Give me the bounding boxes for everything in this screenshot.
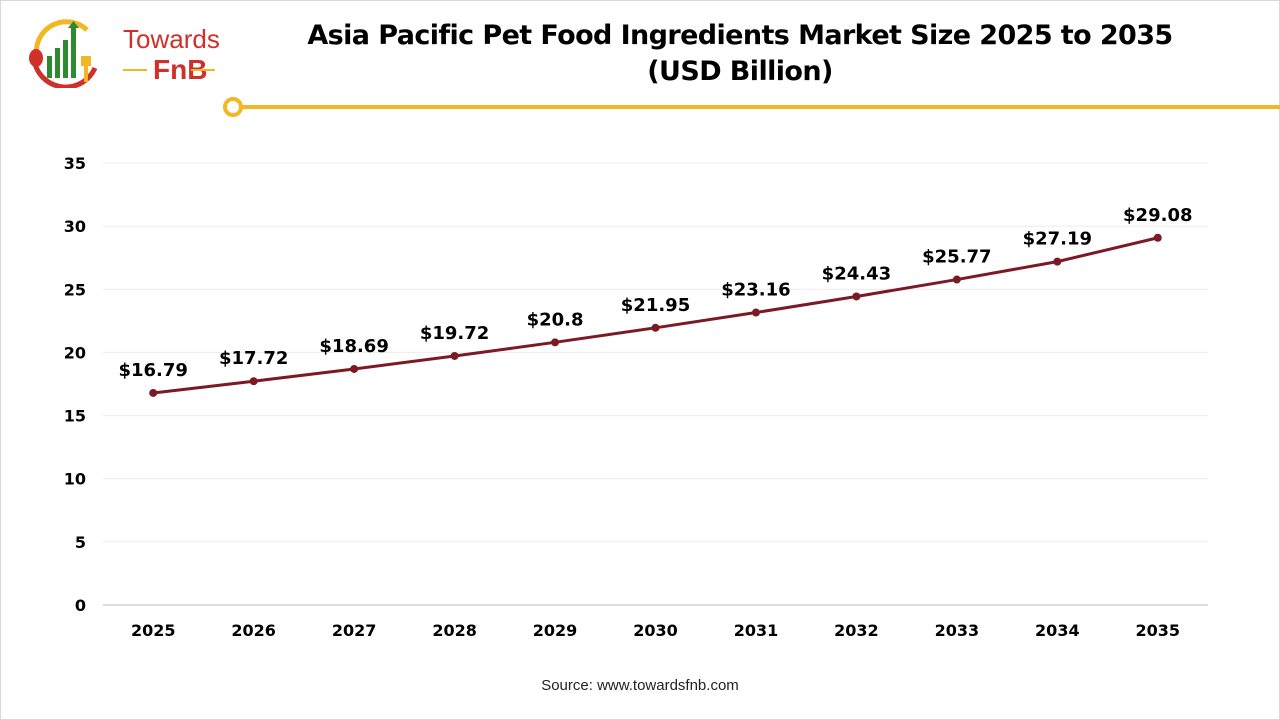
x-tick-label: 2028	[432, 621, 477, 640]
logo-text-towards: Towards	[123, 24, 220, 54]
data-point	[249, 377, 258, 386]
y-tick-label: 5	[75, 533, 86, 552]
data-label: $27.19	[1023, 229, 1092, 250]
data-label: $20.8	[527, 309, 584, 330]
data-label: $19.72	[420, 323, 489, 344]
data-point	[450, 351, 459, 360]
data-point	[952, 275, 961, 284]
data-point	[350, 364, 359, 373]
y-tick-label: 15	[64, 407, 86, 426]
logo-icon	[29, 19, 98, 90]
x-tick-label: 2025	[131, 621, 176, 640]
x-tick-label: 2034	[1035, 621, 1080, 640]
data-label: $21.95	[621, 295, 690, 316]
x-tick-label: 2029	[533, 621, 578, 640]
y-tick-label: 10	[64, 470, 86, 489]
x-tick-label: 2032	[834, 621, 879, 640]
x-tick-label: 2033	[935, 621, 980, 640]
data-label: $25.77	[922, 247, 991, 268]
title-rule	[223, 97, 1280, 117]
chart-title-main: Asia Pacific Pet Food Ingredients Market…	[307, 20, 1173, 51]
y-tick-label: 20	[64, 343, 86, 362]
chart-title: Asia Pacific Pet Food Ingredients Market…	[240, 18, 1240, 90]
data-label: $16.79	[118, 360, 187, 381]
source-note: Source: www.towardsfnb.com	[541, 677, 739, 694]
data-point	[1153, 233, 1162, 242]
data-point	[852, 292, 861, 301]
data-label: $17.72	[219, 348, 288, 369]
x-tick-label: 2031	[734, 621, 779, 640]
data-label: $29.08	[1123, 205, 1192, 226]
y-tick-label: 35	[64, 154, 86, 173]
data-point	[751, 308, 760, 317]
x-tick-label: 2030	[633, 621, 678, 640]
y-tick-label: 30	[64, 217, 86, 236]
logo: Towards FnB	[25, 18, 220, 90]
x-tick-label: 2035	[1136, 621, 1181, 640]
logo-dashes	[123, 69, 215, 71]
data-point	[1053, 257, 1062, 266]
y-tick-label: 25	[64, 280, 86, 299]
y-tick-label: 0	[75, 596, 86, 615]
data-label: $18.69	[319, 336, 388, 357]
data-point	[551, 338, 560, 347]
data-point	[651, 323, 660, 332]
x-tick-label: 2026	[231, 621, 276, 640]
data-label: $23.16	[721, 280, 790, 301]
data-label: $24.43	[822, 263, 891, 284]
data-point	[149, 388, 158, 397]
chart-subtitle: (USD Billion)	[647, 56, 833, 87]
x-tick-label: 2027	[332, 621, 377, 640]
